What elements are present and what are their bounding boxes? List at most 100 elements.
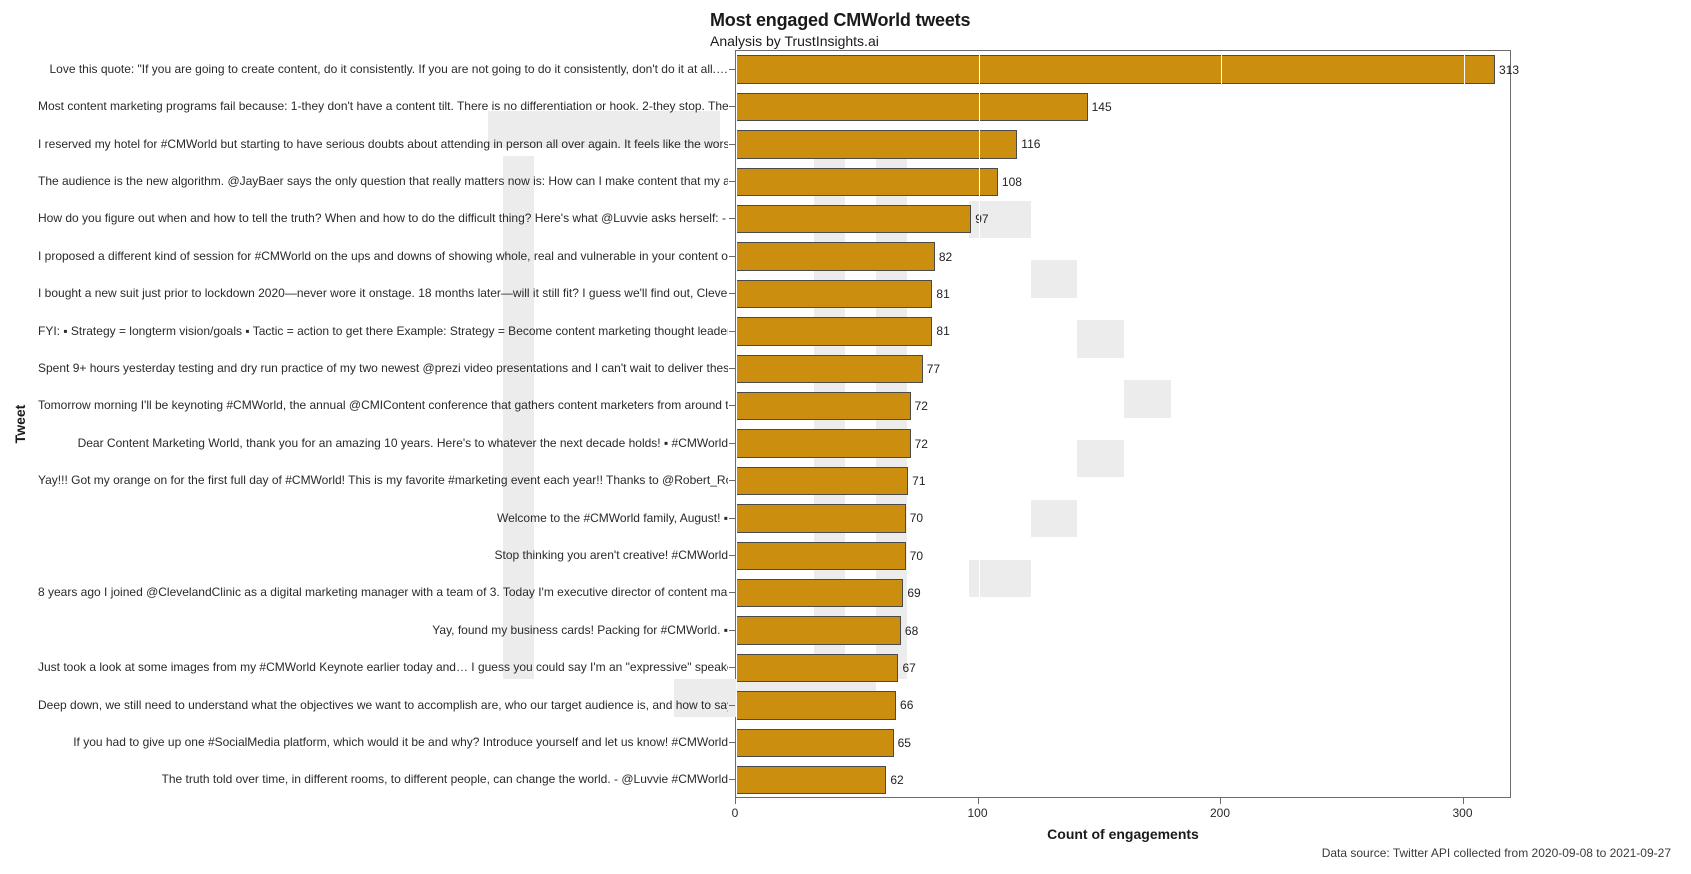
bar-value-label: 116 bbox=[1021, 137, 1040, 151]
y-tick-label: Love this quote: "If you are going to cr… bbox=[49, 62, 728, 76]
grid-line bbox=[736, 51, 737, 797]
bar bbox=[736, 392, 911, 420]
bar-value-label: 82 bbox=[939, 250, 952, 264]
bar-value-label: 77 bbox=[927, 362, 940, 376]
bar-value-label: 69 bbox=[907, 586, 920, 600]
grid-line bbox=[1221, 51, 1222, 797]
bar bbox=[736, 766, 886, 794]
y-tick-mark bbox=[729, 742, 735, 743]
chart-titles: Most engaged CMWorld tweets Analysis by … bbox=[710, 10, 1679, 49]
plot-area: 313 145 116 108 97 82 81 81 77 72 72 71 70 70 69 68 6766… bbox=[735, 50, 1511, 798]
y-tick-label: I bought a new suit just prior to lockdo… bbox=[38, 286, 728, 300]
bar-row: 108 bbox=[736, 163, 1510, 200]
x-tick-label: 200 bbox=[1210, 806, 1230, 820]
chart-caption: Data source: Twitter API collected from … bbox=[1322, 846, 1671, 860]
bar-row: 71 bbox=[736, 462, 1510, 499]
bar-value-label: 145 bbox=[1092, 100, 1112, 114]
bar-value-label: 68 bbox=[905, 624, 918, 638]
bar bbox=[736, 504, 906, 532]
chart-subtitle: Analysis by TrustInsights.ai bbox=[710, 33, 1679, 49]
bar bbox=[736, 205, 971, 233]
bar-value-label: 97 bbox=[975, 212, 988, 226]
bar-value-label: 70 bbox=[910, 549, 923, 563]
y-tick-mark bbox=[729, 555, 735, 556]
bar-value-label: 108 bbox=[1002, 175, 1022, 189]
x-tick-label: 100 bbox=[967, 806, 987, 820]
bar bbox=[736, 355, 923, 383]
x-tick-label: 300 bbox=[1452, 806, 1472, 820]
y-tick-label: Yay, found my business cards! Packing fo… bbox=[432, 623, 728, 637]
bar-row: 145 bbox=[736, 88, 1510, 125]
x-tick-mark bbox=[1220, 798, 1221, 804]
y-tick-labels: Love this quote: "If you are going to cr… bbox=[0, 50, 728, 798]
bar-row: 72 bbox=[736, 388, 1510, 425]
bar-value-label: 62 bbox=[890, 773, 903, 787]
bar bbox=[736, 280, 932, 308]
bar bbox=[736, 429, 911, 457]
bar-value-label: 313 bbox=[1499, 63, 1519, 77]
bar-row: 70 bbox=[736, 500, 1510, 537]
bar bbox=[736, 542, 906, 570]
bar-value-label: 70 bbox=[910, 511, 923, 525]
bar-row: 77 bbox=[736, 350, 1510, 387]
y-tick-mark bbox=[729, 106, 735, 107]
bar-row: 66 bbox=[736, 687, 1510, 724]
bar bbox=[736, 654, 898, 682]
y-tick-label: Dear Content Marketing World, thank you … bbox=[78, 436, 728, 450]
y-tick-mark bbox=[729, 630, 735, 631]
y-tick-mark bbox=[729, 592, 735, 593]
x-tick-label: 0 bbox=[732, 806, 739, 820]
y-tick-label: How do you figure out when and how to te… bbox=[38, 211, 728, 225]
y-tick-label: I proposed a different kind of session f… bbox=[38, 249, 728, 263]
y-tick-mark bbox=[729, 705, 735, 706]
y-tick-mark bbox=[729, 518, 735, 519]
y-tick-label: I reserved my hotel for #CMWorld but sta… bbox=[38, 137, 728, 151]
bar-row: 62 bbox=[736, 762, 1510, 799]
y-tick-label: Welcome to the #CMWorld family, August! … bbox=[497, 511, 728, 525]
bar-row: 116 bbox=[736, 126, 1510, 163]
bar-row: 313 bbox=[736, 51, 1510, 88]
bar-row: 82 bbox=[736, 238, 1510, 275]
bar bbox=[736, 242, 935, 270]
bar-value-label: 81 bbox=[936, 287, 949, 301]
bar bbox=[736, 691, 896, 719]
bar bbox=[736, 579, 903, 607]
bar-row: 72 bbox=[736, 425, 1510, 462]
y-tick-label: Spent 9+ hours yesterday testing and dry… bbox=[38, 361, 728, 375]
x-tick-mark bbox=[978, 798, 979, 804]
bar-row: 68 bbox=[736, 612, 1510, 649]
y-tick-mark bbox=[729, 405, 735, 406]
bar bbox=[736, 55, 1495, 83]
grid-line bbox=[1464, 51, 1465, 797]
bar-row: 81 bbox=[736, 313, 1510, 350]
x-tick-labels: 0 100 200 300 bbox=[735, 798, 1511, 828]
y-tick-mark bbox=[729, 293, 735, 294]
y-tick-label: 8 years ago I joined @ClevelandClinic as… bbox=[38, 585, 728, 599]
bar bbox=[736, 168, 998, 196]
bar-value-label: 71 bbox=[912, 474, 925, 488]
y-tick-mark bbox=[729, 256, 735, 257]
y-tick-mark bbox=[729, 779, 735, 780]
y-tick-mark bbox=[729, 69, 735, 70]
y-tick-label: FYI: ▪ Strategy = longterm vision/goals … bbox=[38, 324, 728, 338]
y-tick-label: Yay!!! Got my orange on for the first fu… bbox=[38, 473, 728, 487]
y-tick-label: Just took a look at some images from my … bbox=[38, 660, 728, 674]
bar-row: 65 bbox=[736, 724, 1510, 761]
bar-row: 81 bbox=[736, 275, 1510, 312]
y-tick-mark bbox=[729, 667, 735, 668]
x-axis-title: Count of engagements bbox=[1047, 826, 1199, 842]
bar-row: 67 bbox=[736, 649, 1510, 686]
bar bbox=[736, 616, 901, 644]
y-tick-mark bbox=[729, 218, 735, 219]
bar-row: 70 bbox=[736, 537, 1510, 574]
y-tick-mark bbox=[729, 480, 735, 481]
y-tick-label: Tomorrow morning I'll be keynoting #CMWo… bbox=[38, 398, 728, 412]
y-tick-mark bbox=[729, 181, 735, 182]
x-tick-mark bbox=[735, 798, 736, 804]
x-tick-mark bbox=[1463, 798, 1464, 804]
y-tick-mark bbox=[729, 331, 735, 332]
chart-title: Most engaged CMWorld tweets bbox=[710, 10, 1679, 31]
bar bbox=[736, 317, 932, 345]
bar-value-label: 72 bbox=[915, 437, 928, 451]
bar-value-label: 72 bbox=[915, 399, 928, 413]
